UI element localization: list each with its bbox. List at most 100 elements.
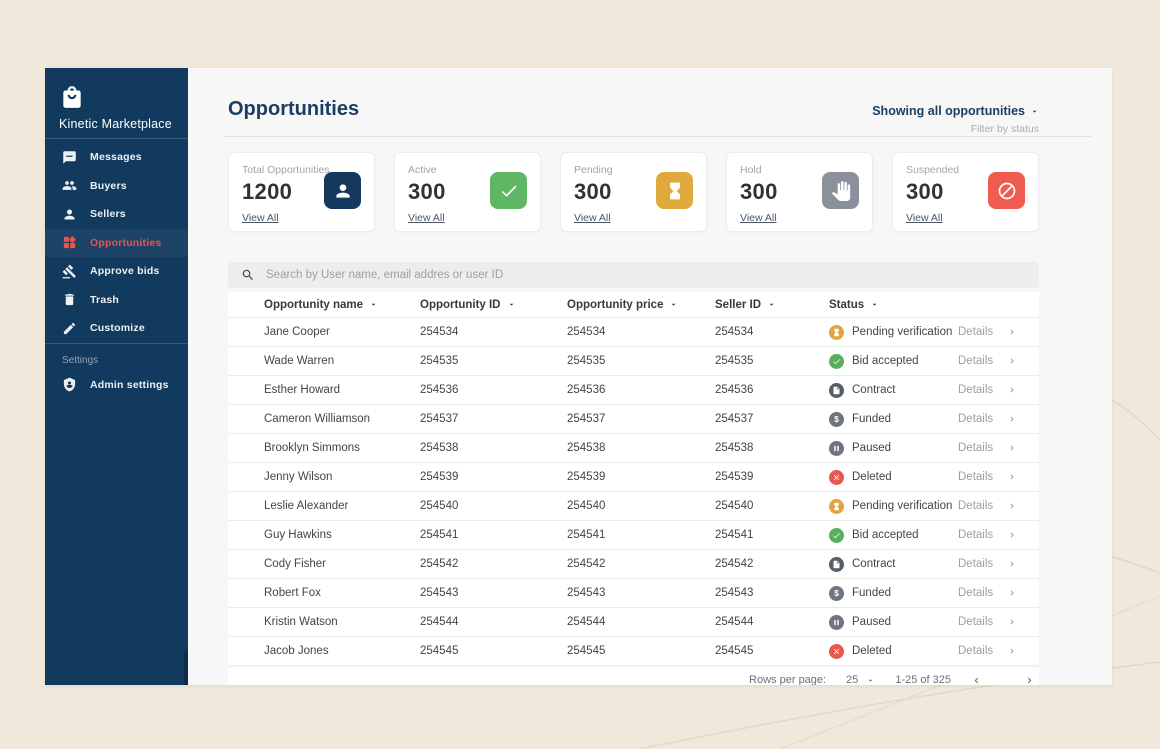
chevron-right-icon xyxy=(1010,590,1014,596)
status-paused-icon xyxy=(829,440,844,456)
view-all-link[interactable]: View All xyxy=(906,212,943,224)
status-funded-icon: $ xyxy=(829,585,844,601)
column-header-status[interactable]: Status xyxy=(829,299,958,311)
cell-opportunity-price: 254537 xyxy=(567,413,606,425)
details-link[interactable]: Details xyxy=(958,558,1039,570)
sidebar-item-sellers[interactable]: Sellers xyxy=(45,200,188,229)
details-label: Details xyxy=(958,645,994,657)
table-row[interactable]: Kristin Watson 254544 254544 254544 Paus… xyxy=(228,608,1039,637)
cell-seller-id: 254535 xyxy=(715,355,754,367)
details-link[interactable]: Details xyxy=(958,587,1039,599)
details-link[interactable]: Details xyxy=(958,500,1039,512)
previous-page-button[interactable] xyxy=(971,675,982,686)
block-icon xyxy=(988,172,1025,209)
details-link[interactable]: Details xyxy=(958,645,1039,657)
details-label: Details xyxy=(958,616,994,628)
cell-opportunity-id: 254540 xyxy=(420,500,459,512)
table-row[interactable]: Cameron Williamson 254537 254537 254537 … xyxy=(228,405,1039,434)
details-link[interactable]: Details xyxy=(958,355,1039,367)
next-page-button[interactable] xyxy=(1024,675,1035,686)
status-label: Pending verification xyxy=(852,326,953,338)
table-row[interactable]: Wade Warren 254535 254535 254535 Bid acc… xyxy=(228,347,1039,376)
column-header-seller-id[interactable]: Seller ID xyxy=(715,299,829,311)
chevron-down-icon xyxy=(1032,110,1037,113)
cell-opportunity-name: Kristin Watson xyxy=(264,616,338,628)
stat-card-suspended: Suspended 300 View All xyxy=(892,152,1039,232)
table-row[interactable]: Robert Fox 254543 254543 254543 $ Funded… xyxy=(228,579,1039,608)
sidebar-item-messages[interactable]: Messages xyxy=(45,143,188,172)
details-label: Details xyxy=(958,558,994,570)
cell-status: $ Funded xyxy=(829,411,958,427)
table-row[interactable]: Jacob Jones 254545 254545 254545 Deleted… xyxy=(228,637,1039,666)
search-input[interactable] xyxy=(264,268,1039,282)
cell-opportunity-id: 254538 xyxy=(420,442,459,454)
cell-opportunity-id: 254539 xyxy=(420,471,459,483)
sidebar-item-label: Buyers xyxy=(90,179,127,192)
details-label: Details xyxy=(958,500,994,512)
chevron-right-icon xyxy=(1010,329,1014,335)
details-link[interactable]: Details xyxy=(958,616,1039,628)
sidebar-item-admin-settings[interactable]: Admin settings xyxy=(45,371,188,400)
sidebar-item-customize[interactable]: Customize xyxy=(45,314,188,343)
details-link[interactable]: Details xyxy=(958,442,1039,454)
details-label: Details xyxy=(958,471,994,483)
sidebar-divider xyxy=(45,342,188,344)
table-header-row: Opportunity name Opportunity ID Opportun… xyxy=(228,292,1039,318)
stat-value: 300 xyxy=(574,179,612,204)
shopping-bag-icon xyxy=(59,84,85,110)
details-link[interactable]: Details xyxy=(958,529,1039,541)
sidebar-item-trash[interactable]: Trash xyxy=(45,286,188,315)
sidebar-item-opportunities[interactable]: Opportunities xyxy=(45,228,188,257)
details-label: Details xyxy=(958,587,994,599)
sort-caret-icon xyxy=(672,303,676,306)
column-header-opportunity-name[interactable]: Opportunity name xyxy=(264,299,420,311)
table-row[interactable]: Brooklyn Simmons 254538 254538 254538 Pa… xyxy=(228,434,1039,463)
widgets-icon xyxy=(62,235,77,250)
chevron-right-icon xyxy=(1010,532,1014,538)
cell-opportunity-name: Cameron Williamson xyxy=(264,413,371,425)
cell-opportunity-id: 254544 xyxy=(420,616,459,628)
table-row[interactable]: Guy Hawkins 254541 254541 254541 Bid acc… xyxy=(228,521,1039,550)
rows-per-page-select[interactable]: 25 xyxy=(846,674,875,685)
cell-status: Paused xyxy=(829,614,958,630)
table-row[interactable]: Leslie Alexander 254540 254540 254540 Pe… xyxy=(228,492,1039,521)
opportunities-table: Opportunity name Opportunity ID Opportun… xyxy=(228,292,1039,666)
column-header-opportunity-id[interactable]: Opportunity ID xyxy=(420,299,567,311)
details-link[interactable]: Details xyxy=(958,413,1039,425)
table-row[interactable]: Esther Howard 254536 254536 254536 Contr… xyxy=(228,376,1039,405)
sidebar-item-approve-bids[interactable]: Approve bids xyxy=(45,257,188,286)
chevron-right-icon xyxy=(1010,561,1014,567)
view-all-link[interactable]: View All xyxy=(408,212,445,224)
status-filter-dropdown[interactable]: Showing all opportunities xyxy=(872,104,1039,118)
details-label: Details xyxy=(958,529,994,541)
table-row[interactable]: Jane Cooper 254534 254534 254534 Pending… xyxy=(228,318,1039,347)
cell-seller-id: 254542 xyxy=(715,558,754,570)
status-funded-icon: $ xyxy=(829,411,844,427)
view-all-link[interactable]: View All xyxy=(242,212,279,224)
sidebar-item-buyers[interactable]: Buyers xyxy=(45,172,188,201)
cell-seller-id: 254538 xyxy=(715,442,754,454)
status-filter-sublabel: Filter by status xyxy=(970,123,1039,135)
sidebar: Kinetic Marketplace Messages Buyers Sell… xyxy=(45,68,188,685)
cell-opportunity-price: 254536 xyxy=(567,384,606,396)
status-label: Bid accepted xyxy=(852,355,919,367)
cell-status: Contract xyxy=(829,382,958,398)
view-all-link[interactable]: View All xyxy=(574,212,611,224)
view-all-link[interactable]: View All xyxy=(740,212,777,224)
details-link[interactable]: Details xyxy=(958,326,1039,338)
details-link[interactable]: Details xyxy=(958,471,1039,483)
stat-card-pending: Pending 300 View All xyxy=(560,152,707,232)
cell-opportunity-name: Robert Fox xyxy=(264,587,321,599)
app-window: Kinetic Marketplace Messages Buyers Sell… xyxy=(45,68,1112,685)
cell-opportunity-id: 254537 xyxy=(420,413,459,425)
sidebar-scrollbar[interactable] xyxy=(184,651,188,685)
cell-seller-id: 254543 xyxy=(715,587,754,599)
stat-label: Total Opportunities xyxy=(242,164,330,176)
details-link[interactable]: Details xyxy=(958,384,1039,396)
table-row[interactable]: Cody Fisher 254542 254542 254542 Contrac… xyxy=(228,550,1039,579)
cell-status: Pending verification xyxy=(829,498,958,514)
chevron-right-icon xyxy=(1010,503,1014,509)
cell-seller-id: 254544 xyxy=(715,616,754,628)
column-header-opportunity-price[interactable]: Opportunity price xyxy=(567,299,715,311)
table-row[interactable]: Jenny Wilson 254539 254539 254539 Delete… xyxy=(228,463,1039,492)
